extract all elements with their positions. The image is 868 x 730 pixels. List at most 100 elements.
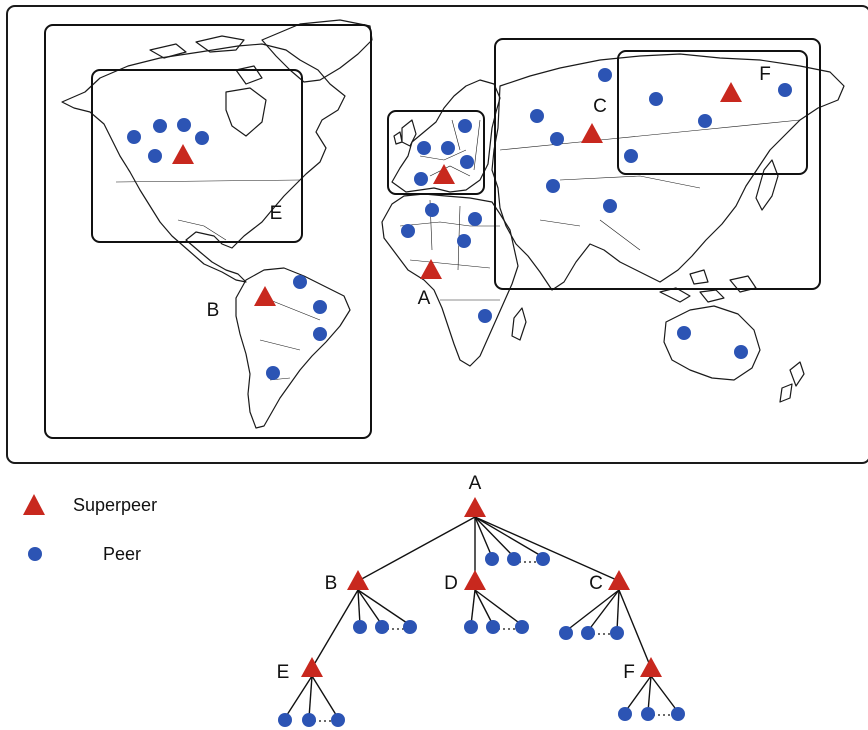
map-peer-dot bbox=[734, 345, 748, 359]
map-superpeer-triangle bbox=[433, 164, 455, 184]
tree-edges bbox=[284, 516, 679, 722]
tree-peer-dot bbox=[302, 713, 316, 727]
tree-label-f: F bbox=[623, 662, 635, 683]
tree-peer-dot bbox=[331, 713, 345, 727]
tree-peer-dot bbox=[671, 707, 685, 721]
map-peer-dot bbox=[266, 366, 280, 380]
tree-peer-dot bbox=[464, 620, 478, 634]
tree-superpeer-triangle bbox=[464, 497, 486, 517]
map-peer-dot bbox=[127, 130, 141, 144]
hierarchy-tree: A B D C E F bbox=[277, 473, 685, 727]
tree-peer-dot bbox=[375, 620, 389, 634]
tree-peer-dot bbox=[618, 707, 632, 721]
map-peer-dot bbox=[649, 92, 663, 106]
tree-superpeer-nodes bbox=[301, 497, 662, 677]
region-boxes bbox=[44, 24, 821, 439]
tree-peer-dot bbox=[559, 626, 573, 640]
map-peer-dot bbox=[401, 224, 415, 238]
world-map-panel: A B C E F bbox=[6, 5, 868, 464]
tree-peer-dot bbox=[536, 552, 550, 566]
hudson-bay-outline bbox=[225, 87, 267, 137]
map-region-labels: A B C E F bbox=[207, 64, 771, 321]
arctic-islands-outline bbox=[149, 35, 263, 85]
map-peer-dot bbox=[148, 149, 162, 163]
legend-peer-icon bbox=[28, 547, 42, 561]
africa-outline bbox=[381, 193, 519, 367]
british-isles-outline bbox=[393, 119, 417, 147]
map-peer-dot bbox=[417, 141, 431, 155]
map-peer-dot bbox=[293, 275, 307, 289]
map-peer-dot bbox=[778, 83, 792, 97]
tree-peer-dot bbox=[610, 626, 624, 640]
tree-peer-dot bbox=[403, 620, 417, 634]
map-peer-nodes bbox=[127, 68, 792, 380]
map-peer-dot bbox=[698, 114, 712, 128]
map-frame bbox=[6, 5, 868, 464]
tree-peer-dot bbox=[507, 552, 521, 566]
map-superpeer-triangle bbox=[254, 286, 276, 306]
tree-peer-dot bbox=[515, 620, 529, 634]
tree-label-d: D bbox=[444, 573, 458, 594]
region-box-europe bbox=[387, 110, 485, 195]
south-america-outline bbox=[235, 267, 351, 429]
map-label-b: B bbox=[207, 300, 220, 321]
map-peer-dot bbox=[468, 212, 482, 226]
map-peer-dot bbox=[313, 327, 327, 341]
map-superpeer-triangle bbox=[720, 82, 742, 102]
tree-superpeer-triangle bbox=[640, 657, 662, 677]
map-label-e: E bbox=[270, 203, 283, 224]
map-peer-dot bbox=[425, 203, 439, 217]
map-peer-dot bbox=[546, 179, 560, 193]
north-america-outline bbox=[61, 43, 346, 283]
map-superpeer-nodes bbox=[172, 82, 742, 306]
map-peer-dot bbox=[530, 109, 544, 123]
map-label-f: F bbox=[759, 64, 771, 85]
map-peer-dot bbox=[441, 141, 455, 155]
tree-peer-dot bbox=[485, 552, 499, 566]
map-peer-dot bbox=[460, 155, 474, 169]
japan-outline bbox=[755, 159, 779, 211]
tree-superpeer-triangle bbox=[347, 570, 369, 590]
tree-peer-dot bbox=[581, 626, 595, 640]
greenland-outline bbox=[261, 19, 373, 83]
tree-superpeer-triangle bbox=[301, 657, 323, 677]
map-peer-dot bbox=[598, 68, 612, 82]
tree-peer-dot bbox=[486, 620, 500, 634]
asia-outline bbox=[491, 53, 845, 291]
map-peer-dot bbox=[153, 119, 167, 133]
tree-superpeer-triangle bbox=[464, 570, 486, 590]
legend-superpeer-icon bbox=[23, 494, 45, 515]
map-peer-dot bbox=[603, 199, 617, 213]
map-peer-dot bbox=[457, 234, 471, 248]
tree-label-e: E bbox=[277, 662, 290, 683]
legend: Superpeer Peer bbox=[23, 494, 157, 564]
tree-label-b: B bbox=[325, 573, 338, 594]
map-peer-dot bbox=[677, 326, 691, 340]
tree-label-a: A bbox=[469, 473, 482, 494]
map-superpeer-triangle bbox=[581, 123, 603, 143]
map-peer-dot bbox=[414, 172, 428, 186]
madagascar-outline bbox=[511, 307, 527, 341]
map-peer-dot bbox=[195, 131, 209, 145]
tree-peer-dot bbox=[278, 713, 292, 727]
legend-peer-label: Peer bbox=[103, 544, 141, 564]
region-box-f bbox=[617, 50, 808, 175]
legend-superpeer-label: Superpeer bbox=[73, 495, 157, 515]
map-superpeer-triangle bbox=[420, 259, 442, 279]
map-label-a: A bbox=[418, 288, 431, 309]
new-zealand-outline bbox=[779, 361, 805, 403]
tree-peer-dot bbox=[641, 707, 655, 721]
map-peer-dot bbox=[624, 149, 638, 163]
continent-outlines bbox=[61, 19, 845, 429]
region-box-c bbox=[494, 38, 821, 290]
map-peer-dot bbox=[458, 119, 472, 133]
map-label-c: C bbox=[593, 96, 607, 117]
map-peer-dot bbox=[550, 132, 564, 146]
tree-superpeer-triangle bbox=[608, 570, 630, 590]
map-peer-dot bbox=[478, 309, 492, 323]
region-box-e bbox=[91, 69, 303, 243]
map-superpeer-triangle bbox=[172, 144, 194, 164]
australia-outline bbox=[663, 305, 761, 381]
tree-peer-nodes bbox=[278, 552, 685, 727]
